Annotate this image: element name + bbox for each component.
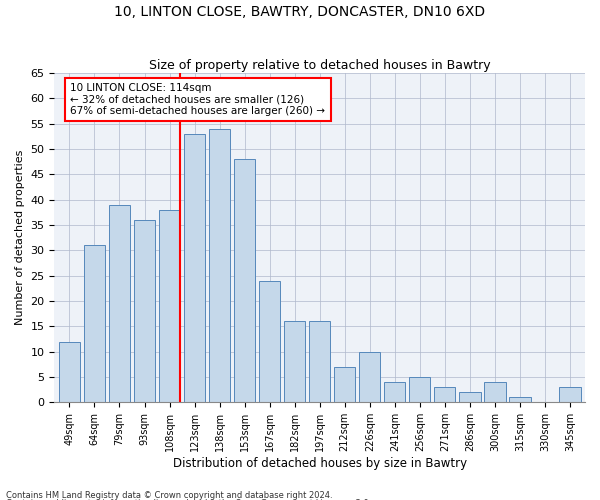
Y-axis label: Number of detached properties: Number of detached properties [15,150,25,326]
Bar [509,398,530,402]
Text: Contains HM Land Registry data © Crown copyright and database right 2024.: Contains HM Land Registry data © Crown c… [6,490,332,500]
Bar [484,382,506,402]
Bar [434,387,455,402]
Bar [384,382,406,402]
Bar [109,205,130,402]
Bar [134,220,155,402]
Title: Size of property relative to detached houses in Bawtry: Size of property relative to detached ho… [149,59,491,72]
Bar [209,129,230,402]
Text: 10, LINTON CLOSE, BAWTRY, DONCASTER, DN10 6XD: 10, LINTON CLOSE, BAWTRY, DONCASTER, DN1… [115,5,485,19]
Bar [359,352,380,403]
Bar [59,342,80,402]
X-axis label: Distribution of detached houses by size in Bawtry: Distribution of detached houses by size … [173,457,467,470]
Bar [459,392,481,402]
Bar [284,322,305,402]
Bar [334,367,355,402]
Bar [84,246,105,402]
Bar [559,387,581,402]
Text: 10 LINTON CLOSE: 114sqm
← 32% of detached houses are smaller (126)
67% of semi-d: 10 LINTON CLOSE: 114sqm ← 32% of detache… [70,83,325,116]
Bar [184,134,205,402]
Text: Contains public sector information licensed under the Open Government Licence v3: Contains public sector information licen… [6,499,371,500]
Bar [309,322,331,402]
Bar [159,210,180,402]
Bar [259,281,280,402]
Bar [409,377,430,402]
Bar [234,160,255,402]
